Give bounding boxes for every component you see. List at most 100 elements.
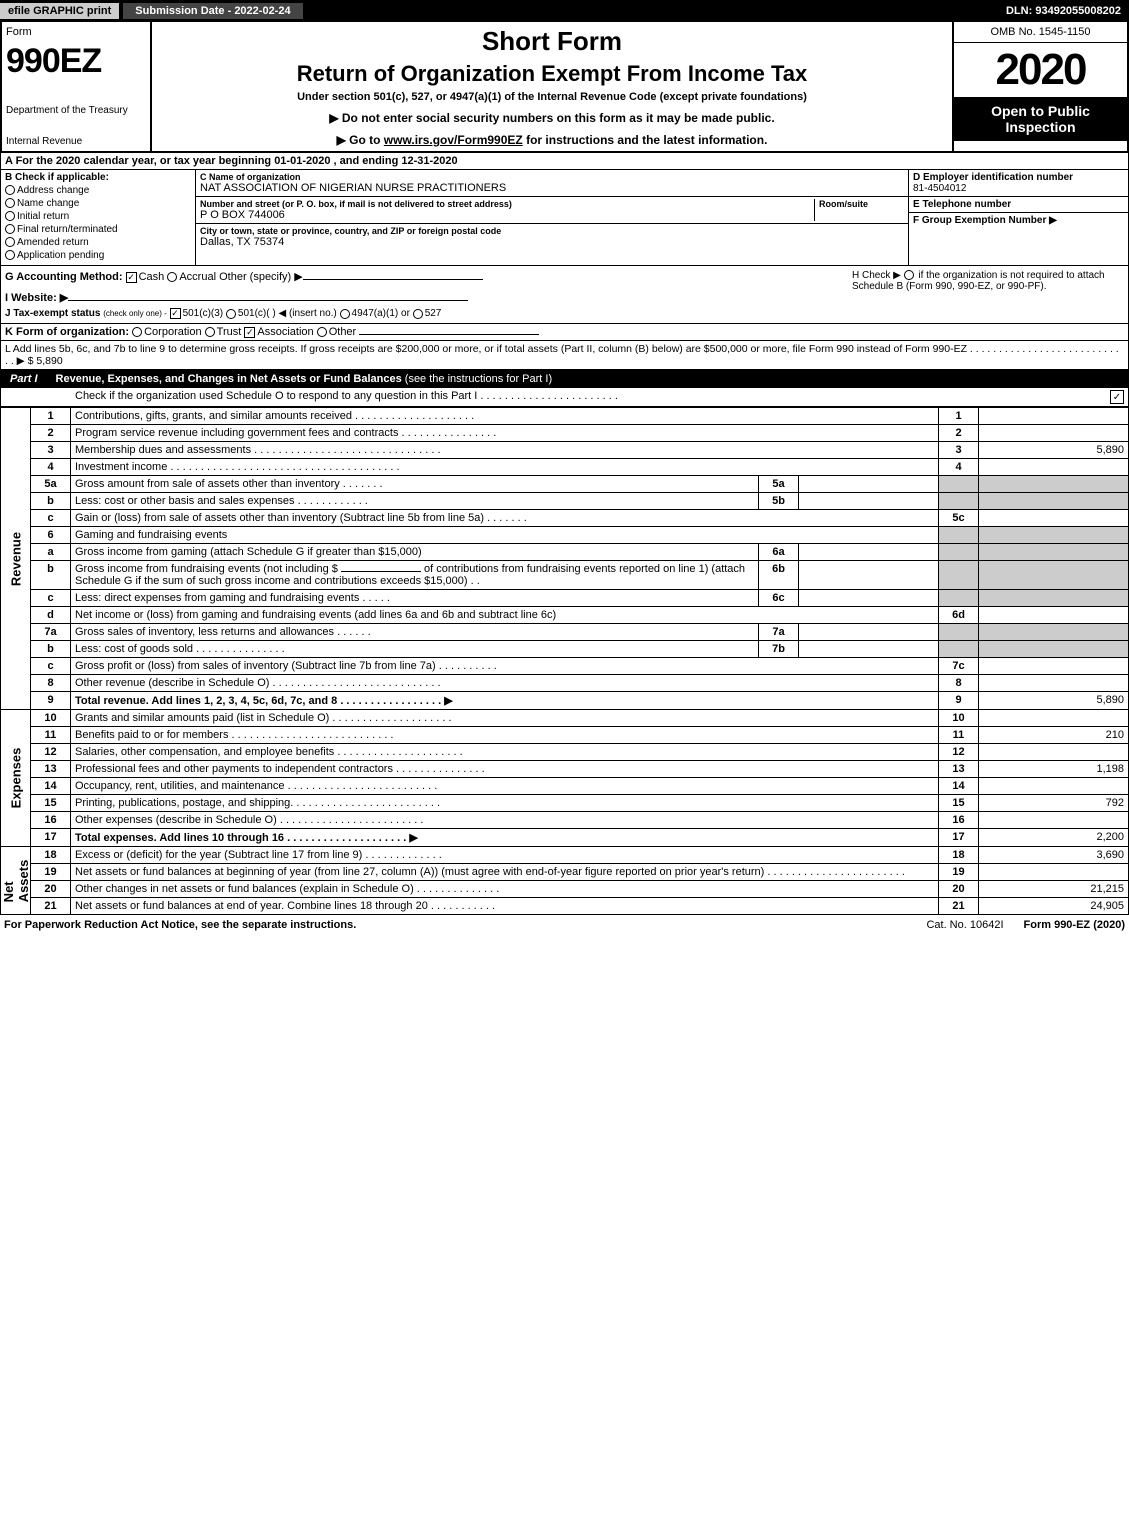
check-association[interactable] <box>244 327 255 338</box>
column-b-checkboxes: B Check if applicable: Address change Na… <box>1 170 196 265</box>
corp-label: Corporation <box>144 326 201 338</box>
table-row: c Gain or (loss) from sale of assets oth… <box>1 510 1129 527</box>
form-label: Form <box>6 26 146 38</box>
row-city: City or town, state or province, country… <box>196 224 908 250</box>
other-org-field[interactable] <box>359 334 539 335</box>
row-d-ein: D Employer identification number 81-4504… <box>909 170 1128 197</box>
org-name: NAT ASSOCIATION OF NIGERIAN NURSE PRACTI… <box>200 182 904 194</box>
part-i-header: Part I Revenue, Expenses, and Changes in… <box>0 370 1129 388</box>
part-i-title: Revenue, Expenses, and Changes in Net As… <box>48 370 561 388</box>
check-other-org[interactable] <box>317 327 327 337</box>
top-bar: efile GRAPHIC print Submission Date - 20… <box>0 0 1129 22</box>
footer-form-id: Form 990-EZ (2020) <box>1004 919 1125 931</box>
efile-print-label[interactable]: efile GRAPHIC print <box>0 3 119 19</box>
check-address-change[interactable]: Address change <box>5 185 191 196</box>
table-row: 13 Professional fees and other payments … <box>1 761 1129 778</box>
4947-label: 4947(a)(1) or <box>352 308 410 319</box>
table-row: 8 Other revenue (describe in Schedule O)… <box>1 675 1129 692</box>
accrual-label: Accrual <box>179 271 216 283</box>
part-i-table: Revenue 1 Contributions, gifts, grants, … <box>0 407 1129 915</box>
pointer-goto: ▶ Go to www.irs.gov/Form990EZ for instru… <box>160 133 944 147</box>
table-row: 20 Other changes in net assets or fund b… <box>1 881 1129 898</box>
tax-year: 2020 <box>954 43 1127 97</box>
table-row: Net Assets 18 Excess or (deficit) for th… <box>1 847 1129 864</box>
other-label: Other (specify) ▶ <box>219 271 303 283</box>
check-501c3[interactable] <box>170 308 181 319</box>
table-row: 6 Gaming and fundraising events <box>1 527 1129 544</box>
page-footer: For Paperwork Reduction Act Notice, see … <box>0 915 1129 935</box>
check-cash[interactable] <box>126 272 137 283</box>
column-def: D Employer identification number 81-4504… <box>908 170 1128 265</box>
org-city: Dallas, TX 75374 <box>200 236 904 248</box>
check-501c[interactable] <box>226 309 236 319</box>
g-label: G Accounting Method: <box>5 271 123 283</box>
table-row: b Less: cost of goods sold . . . . . . .… <box>1 641 1129 658</box>
table-row: b Less: cost or other basis and sales ex… <box>1 493 1129 510</box>
i-label: I Website: ▶ <box>5 292 68 304</box>
check-4947[interactable] <box>340 309 350 319</box>
city-label: City or town, state or province, country… <box>200 226 904 236</box>
dln-number: DLN: 93492055008202 <box>998 3 1129 19</box>
table-row: 21 Net assets or fund balances at end of… <box>1 898 1129 915</box>
check-o-text: Check if the organization used Schedule … <box>75 390 1102 404</box>
check-schedule-b[interactable] <box>904 270 914 280</box>
row-address: Number and street (or P. O. box, if mail… <box>196 197 908 224</box>
check-amended-return[interactable]: Amended return <box>5 237 191 248</box>
check-corporation[interactable] <box>132 327 142 337</box>
f-label: F Group Exemption Number ▶ <box>913 215 1057 226</box>
check-final-return[interactable]: Final return/terminated <box>5 224 191 235</box>
table-row: 15 Printing, publications, postage, and … <box>1 795 1129 812</box>
irs-link[interactable]: www.irs.gov/Form990EZ <box>384 133 523 147</box>
j-sub: (check only one) - <box>103 309 167 318</box>
pointer-ssn: ▶ Do not enter social security numbers o… <box>160 111 944 125</box>
goto-pre: ▶ Go to <box>337 133 384 147</box>
table-row: 2 Program service revenue including gove… <box>1 425 1129 442</box>
527-label: 527 <box>425 308 442 319</box>
k-label: K Form of organization: <box>5 326 129 338</box>
line-h-block: H Check ▶ if the organization is not req… <box>844 270 1124 319</box>
line-l-gross-receipts: L Add lines 5b, 6c, and 7b to line 9 to … <box>0 341 1129 370</box>
table-row: a Gross income from gaming (attach Sched… <box>1 544 1129 561</box>
table-row: 16 Other expenses (describe in Schedule … <box>1 812 1129 829</box>
right-num: 1 <box>939 408 979 425</box>
check-527[interactable] <box>413 309 423 319</box>
check-initial-return[interactable]: Initial return <box>5 211 191 222</box>
submission-date: Submission Date - 2022-02-24 <box>123 3 302 19</box>
other-org-label: Other <box>329 326 357 338</box>
check-name-change[interactable]: Name change <box>5 198 191 209</box>
footer-cat-no: Cat. No. 10642I <box>926 919 1003 931</box>
website-field[interactable] <box>68 300 468 301</box>
ein-value: 81-4504012 <box>913 183 1124 194</box>
column-c-org-info: C Name of organization NAT ASSOCIATION O… <box>196 170 908 265</box>
table-row: 4 Investment income . . . . . . . . . . … <box>1 459 1129 476</box>
other-specify-field[interactable] <box>303 279 483 280</box>
part-i-label: Part I <box>0 370 48 388</box>
501c3-label: 501(c)(3) <box>183 308 224 319</box>
short-form-title: Short Form <box>160 26 944 57</box>
check-accrual[interactable] <box>167 272 177 282</box>
row-e-phone: E Telephone number <box>909 197 1128 213</box>
section-bcdef: B Check if applicable: Address change Na… <box>0 170 1129 266</box>
table-row: c Less: direct expenses from gaming and … <box>1 590 1129 607</box>
expenses-sidebar: Expenses <box>1 710 31 847</box>
trust-label: Trust <box>217 326 242 338</box>
table-row: Expenses 10 Grants and similar amounts p… <box>1 710 1129 727</box>
schedule-o-checkbox[interactable]: ✓ <box>1110 390 1124 404</box>
table-row: 9 Total revenue. Add lines 1, 2, 3, 4, 5… <box>1 692 1129 710</box>
room-label: Room/suite <box>819 199 904 209</box>
j-label: J Tax-exempt status <box>5 308 100 319</box>
table-row: 7a Gross sales of inventory, less return… <box>1 624 1129 641</box>
revenue-sidebar: Revenue <box>1 408 31 710</box>
part-i-sub: (see the instructions for Part I) <box>405 373 552 385</box>
row-f-group: F Group Exemption Number ▶ <box>909 213 1128 228</box>
row-c-name: C Name of organization NAT ASSOCIATION O… <box>196 170 908 197</box>
check-application-pending[interactable]: Application pending <box>5 250 191 261</box>
netassets-sidebar: Net Assets <box>1 847 31 915</box>
check-trust[interactable] <box>205 327 215 337</box>
line-a-tax-year: A For the 2020 calendar year, or tax yea… <box>0 153 1129 170</box>
header-right-block: OMB No. 1545-1150 2020 Open to Public In… <box>952 22 1127 151</box>
under-section-text: Under section 501(c), 527, or 4947(a)(1)… <box>160 91 944 103</box>
table-row: 12 Salaries, other compensation, and emp… <box>1 744 1129 761</box>
footer-paperwork: For Paperwork Reduction Act Notice, see … <box>4 919 926 931</box>
line-desc: Contributions, gifts, grants, and simila… <box>71 408 939 425</box>
